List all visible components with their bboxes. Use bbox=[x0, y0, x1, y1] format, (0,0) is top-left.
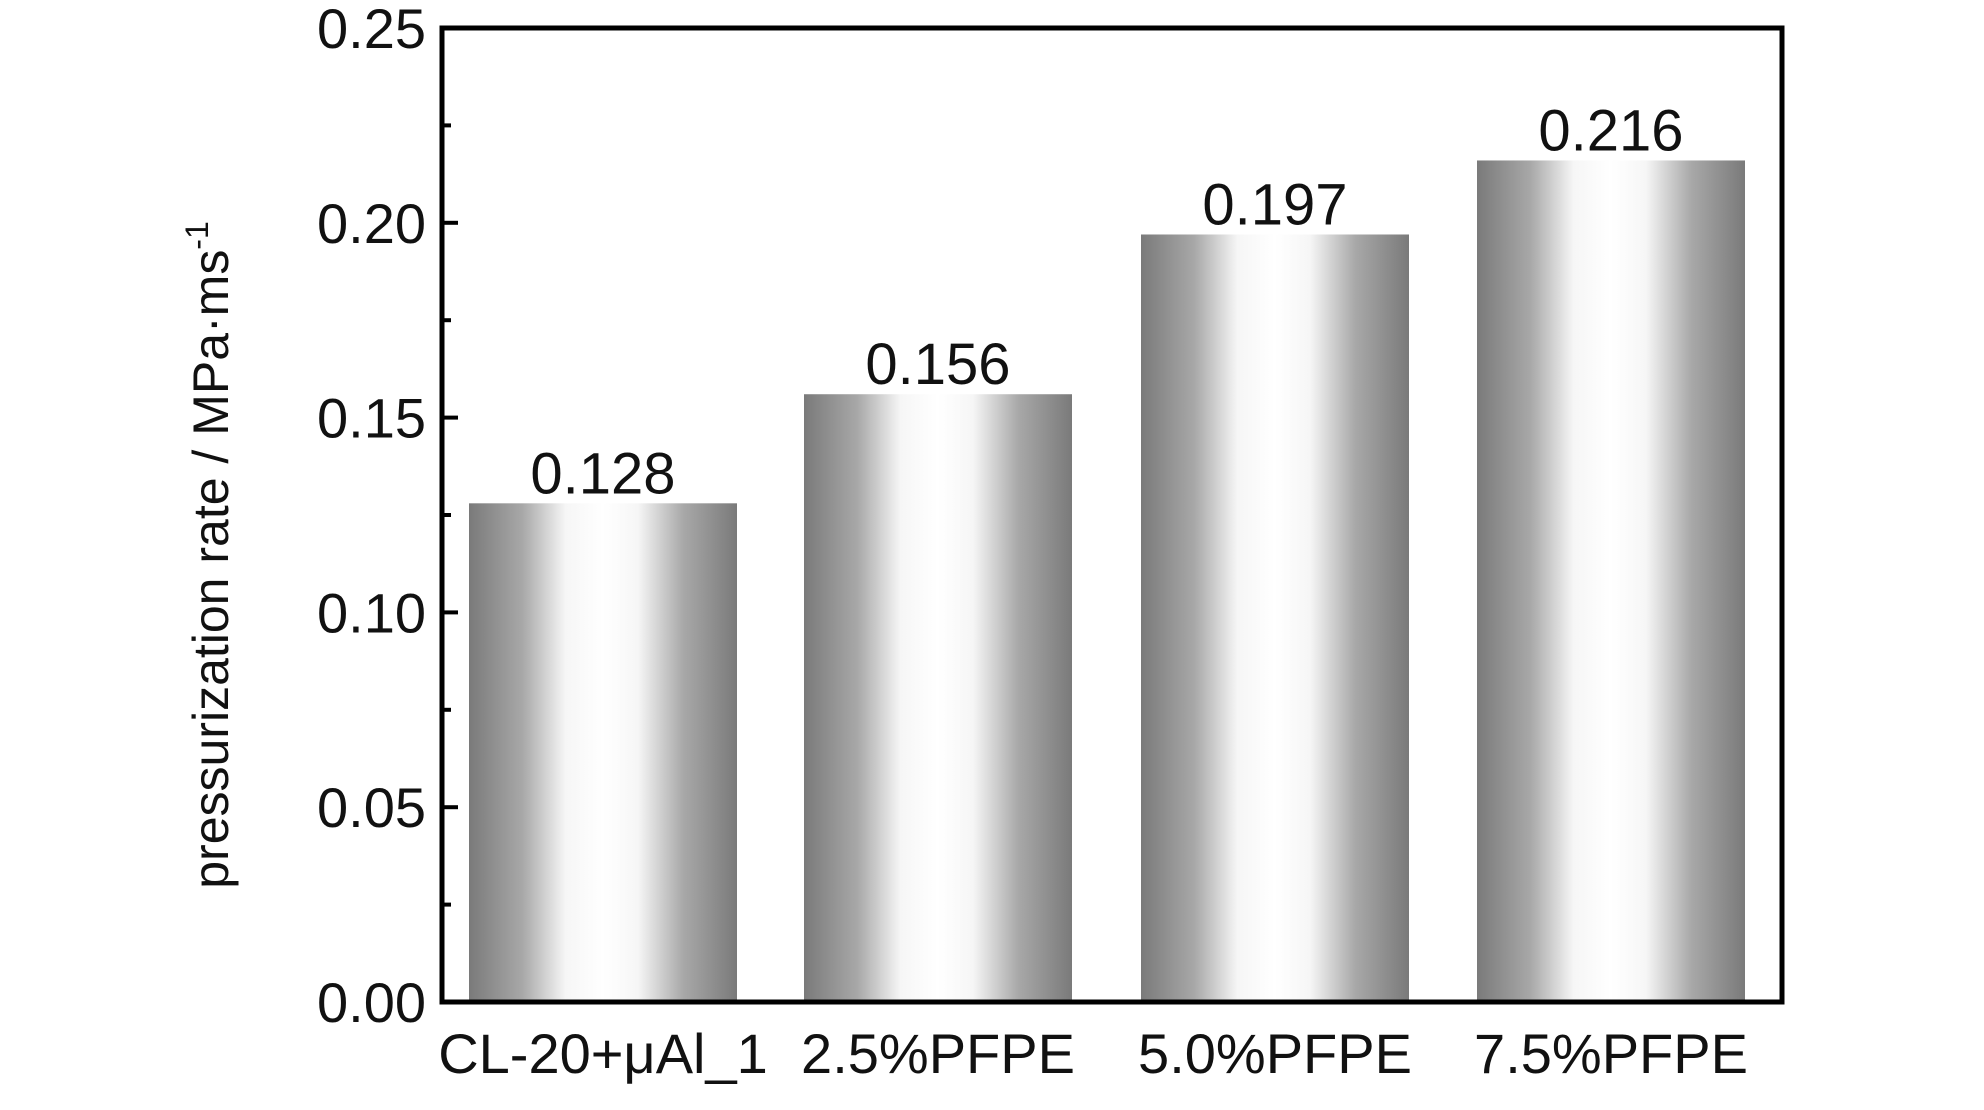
data-label-2: 0.156 bbox=[865, 332, 1010, 397]
x-category-label-3: 5.0%PFPE bbox=[1138, 1022, 1412, 1085]
x-category-label-2: 2.5%PFPE bbox=[801, 1022, 1075, 1085]
bars-layer bbox=[469, 160, 1745, 1003]
bar-2 bbox=[804, 394, 1072, 1002]
y-tick-label: 0.10 bbox=[317, 581, 426, 644]
data-label-3: 0.197 bbox=[1202, 172, 1347, 237]
y-tick-label: 0.15 bbox=[317, 387, 426, 450]
y-axis-title: pressurization rate / MPa·ms-1 bbox=[179, 221, 239, 889]
bar-4 bbox=[1477, 160, 1745, 1003]
y-axis-title-main: pressurization rate / MPa·ms bbox=[183, 250, 239, 889]
bar-1 bbox=[469, 503, 737, 1002]
y-tick-label: 0.05 bbox=[317, 776, 426, 839]
data-labels-layer: 0.128 0.156 0.197 0.216 bbox=[530, 98, 1683, 506]
y-axis-title-superscript: -1 bbox=[179, 221, 215, 249]
x-axis: CL-20+μAl_1 2.5%PFPE 5.0%PFPE 7.5%PFPE bbox=[438, 1022, 1748, 1085]
bar-3 bbox=[1141, 234, 1409, 1002]
data-label-4: 0.216 bbox=[1538, 98, 1683, 163]
y-tick-label: 0.00 bbox=[317, 971, 426, 1034]
y-tick-label: 0.20 bbox=[317, 192, 426, 255]
x-category-label-4: 7.5%PFPE bbox=[1474, 1022, 1748, 1085]
y-axis: 0.00 0.05 0.10 0.15 0.20 0.25 bbox=[317, 0, 458, 1034]
data-label-1: 0.128 bbox=[530, 441, 675, 506]
x-category-label-1: CL-20+μAl_1 bbox=[438, 1022, 768, 1085]
y-tick-label: 0.25 bbox=[317, 0, 426, 60]
